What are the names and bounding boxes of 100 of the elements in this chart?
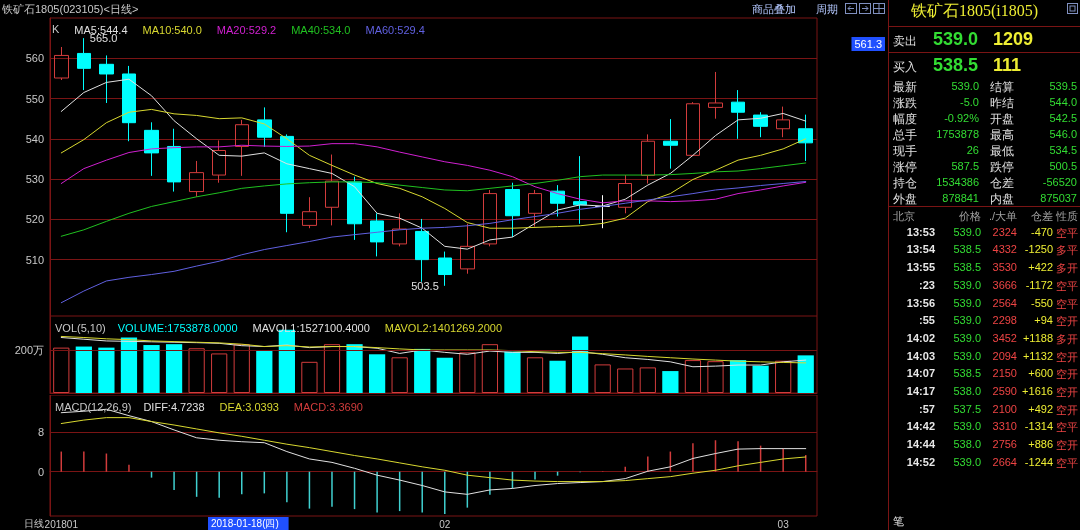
bar (436, 357, 453, 393)
text: 13:56 539.0 2564 -550 空平 (906, 296, 1078, 310)
x-tick-label: 02 (439, 518, 451, 530)
bar (639, 367, 656, 393)
bar (481, 344, 499, 393)
text: 14:03 539.0 2094 +1132 空开 (906, 349, 1078, 363)
line-series (60, 108, 807, 229)
line-series (60, 417, 807, 483)
candlestick (212, 139, 226, 184)
bar (211, 353, 228, 393)
text: 13:54 538.5 4332 -1250 多平 (906, 243, 1078, 257)
text: 14:52 539.0 2664 -1244 空平 (906, 455, 1078, 469)
candlestick (144, 121, 159, 177)
annotation: 503.5 (411, 279, 439, 292)
text: VOL(5,10) (55, 321, 106, 334)
x-tick-label: 201801 (44, 518, 79, 530)
bar (594, 364, 611, 393)
bar (797, 355, 814, 393)
text: :55 539.0 2298 +94 空开 (919, 314, 1078, 328)
candlestick (618, 174, 632, 214)
text: 14:17 538.0 2590 +1616 空开 (906, 385, 1078, 398)
bar (504, 351, 521, 393)
candlestick (189, 160, 204, 198)
text: 商品叠加 (752, 2, 796, 15)
series-label: DIFF:4.7238 (143, 401, 205, 413)
bar (53, 347, 70, 393)
text: 13:55 538.5 3530 +422 多开 (906, 261, 1078, 275)
candlestick (753, 111, 768, 138)
candlestick (460, 223, 475, 275)
candlestick (550, 184, 565, 218)
candlestick (528, 189, 542, 228)
bar (98, 347, 115, 393)
text: 14:44 538.0 2756 +886 空开 (906, 438, 1078, 452)
candlestick (302, 196, 317, 229)
bar (75, 346, 92, 393)
candlestick (392, 212, 407, 247)
chart-title: 铁矿石1805(023105)<日线> (1, 2, 139, 15)
text: 2018-01-18(四) (211, 517, 279, 529)
y-tick-label: 8 (37, 426, 44, 439)
candlestick (54, 46, 69, 81)
text: MA60:529.4 (365, 24, 425, 36)
line-series (60, 162, 807, 237)
candlestick (641, 133, 655, 185)
text: 铁矿石1805(i1805) (911, 1, 1039, 22)
candlestick (686, 101, 700, 157)
line-series (60, 143, 807, 204)
y-tick-label: 510 (25, 253, 44, 266)
bar (526, 357, 544, 393)
text: :23 539.0 3666 -1172 空平 (919, 278, 1078, 292)
text: :57 537.5 2100 +492 空开 (919, 402, 1078, 416)
bar (572, 336, 589, 393)
candlestick (370, 212, 384, 257)
candlestick (325, 154, 339, 226)
text: 涨跌 -5.0 昨结 544.0 (893, 96, 1077, 110)
series-label: MAVOL2:1401269.2000 (384, 322, 503, 334)
bar (165, 344, 183, 393)
candlestick (776, 106, 790, 138)
bar (368, 354, 386, 393)
y-tick-label: 540 (25, 132, 44, 145)
bar (120, 337, 138, 393)
text: 持仓 1534386 仓差 -56520 (893, 176, 1077, 190)
candlestick (708, 71, 723, 120)
y-tick-label: 530 (25, 173, 44, 186)
candlestick (663, 118, 678, 170)
text: 14:07 538.5 2150 +600 空开 (906, 367, 1078, 381)
candlestick (347, 176, 362, 241)
text: 卖出 539.0 1209 (893, 29, 1034, 49)
candlestick (235, 119, 249, 177)
annotation: K (52, 22, 60, 35)
bar (684, 360, 702, 393)
candlestick (122, 65, 136, 142)
text: 笔 (893, 514, 904, 529)
bar (346, 344, 363, 393)
y-tick-label: 200万 (14, 343, 44, 356)
candlestick (798, 114, 813, 162)
candlestick (99, 54, 114, 104)
text: MACD:3.3690 (293, 401, 363, 413)
candlestick (77, 37, 91, 91)
bar (549, 360, 566, 393)
y-tick-label: 560 (25, 52, 44, 65)
text: 13:53 539.0 2324 -470 空平 (906, 225, 1078, 239)
candlestick (415, 218, 429, 283)
text: 14:42 539.0 3310 -1314 空平 (906, 420, 1078, 434)
text: 周期 (816, 2, 838, 15)
series-label: VOLUME:1753878.0000 (117, 322, 238, 334)
text: 涨停 587.5 跌停 500.5 (893, 160, 1077, 174)
text: MA20:529.2 (216, 24, 277, 36)
candlestick (595, 194, 610, 229)
bar (301, 361, 318, 393)
line-series (60, 78, 807, 250)
candlestick (483, 189, 497, 247)
y-tick-label: 550 (25, 92, 44, 105)
text: 14:02 539.0 3452 +1188 多开 (906, 331, 1078, 345)
bar (143, 345, 160, 393)
bar (391, 357, 408, 393)
text: 561.3 (854, 37, 882, 50)
x-tick-label: 03 (777, 518, 790, 530)
bar (256, 349, 273, 393)
text: 北京 价格 ./大单 仓差 性质 (893, 210, 1078, 222)
bar (707, 361, 724, 393)
